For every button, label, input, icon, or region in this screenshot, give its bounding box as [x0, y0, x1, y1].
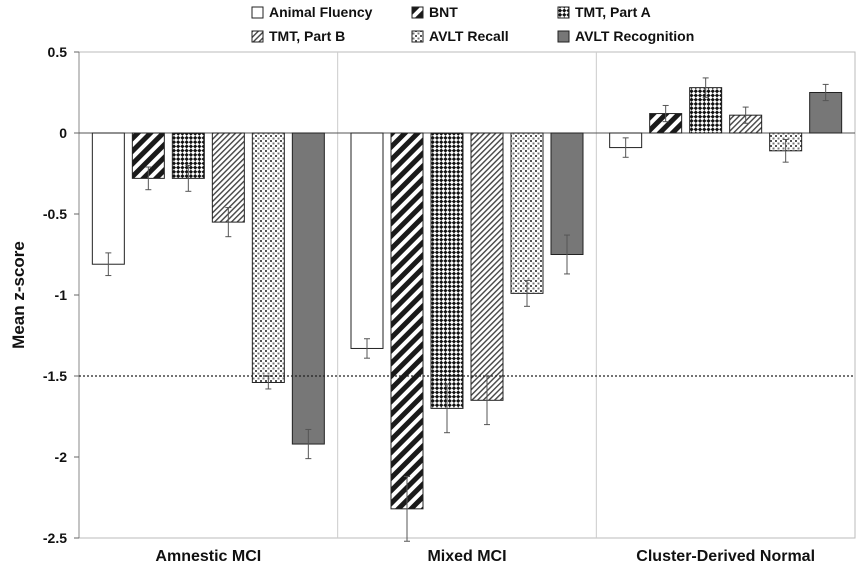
- y-tick-label: -2.5: [43, 530, 67, 546]
- y-tick-label: -2: [55, 449, 68, 465]
- bar: [470, 132, 504, 401]
- legend-label: Animal Fluency: [269, 4, 373, 20]
- legend-item: Animal Fluency: [251, 4, 373, 20]
- legend-label: TMT, Part A: [575, 4, 651, 20]
- legend-item: AVLT Recall: [411, 28, 509, 44]
- category-label: Cluster-Derived Normal: [636, 548, 815, 565]
- bar: [550, 132, 584, 255]
- bar: [91, 132, 125, 265]
- legend-swatch: [411, 6, 424, 19]
- y-tick-label: 0.5: [48, 44, 68, 60]
- legend-swatch: [557, 6, 570, 19]
- legend-swatch: [557, 30, 570, 43]
- y-tick-label: 0: [59, 125, 67, 141]
- bar: [251, 132, 285, 383]
- legend: Animal Fluency BNT TMT, Part A TMT, Part B A…: [251, 4, 694, 44]
- legend-item: BNT: [411, 4, 458, 20]
- legend-label: AVLT Recall: [429, 28, 509, 44]
- legend-item: TMT, Part A: [557, 4, 651, 20]
- y-tick-label: -1.5: [43, 368, 67, 384]
- category-label: Amnestic MCI: [155, 548, 261, 565]
- legend-item: AVLT Recognition: [557, 28, 694, 44]
- legend-swatch: [411, 30, 424, 43]
- bar: [510, 132, 544, 294]
- legend-swatch: [251, 30, 264, 43]
- category-label: Mixed MCI: [427, 548, 506, 565]
- bar: [430, 132, 464, 409]
- legend-label: AVLT Recognition: [575, 28, 694, 44]
- y-tick-label: -1: [55, 287, 68, 303]
- legend-label: TMT, Part B: [269, 28, 345, 44]
- legend-label: BNT: [429, 4, 458, 20]
- y-axis-title: Mean z-score: [9, 241, 28, 349]
- legend-item: TMT, Part B: [251, 28, 345, 44]
- bar: [291, 132, 325, 445]
- bar: [390, 132, 424, 510]
- bar: [350, 132, 384, 349]
- legend-swatch: [251, 6, 264, 19]
- y-tick-label: -0.5: [43, 206, 67, 222]
